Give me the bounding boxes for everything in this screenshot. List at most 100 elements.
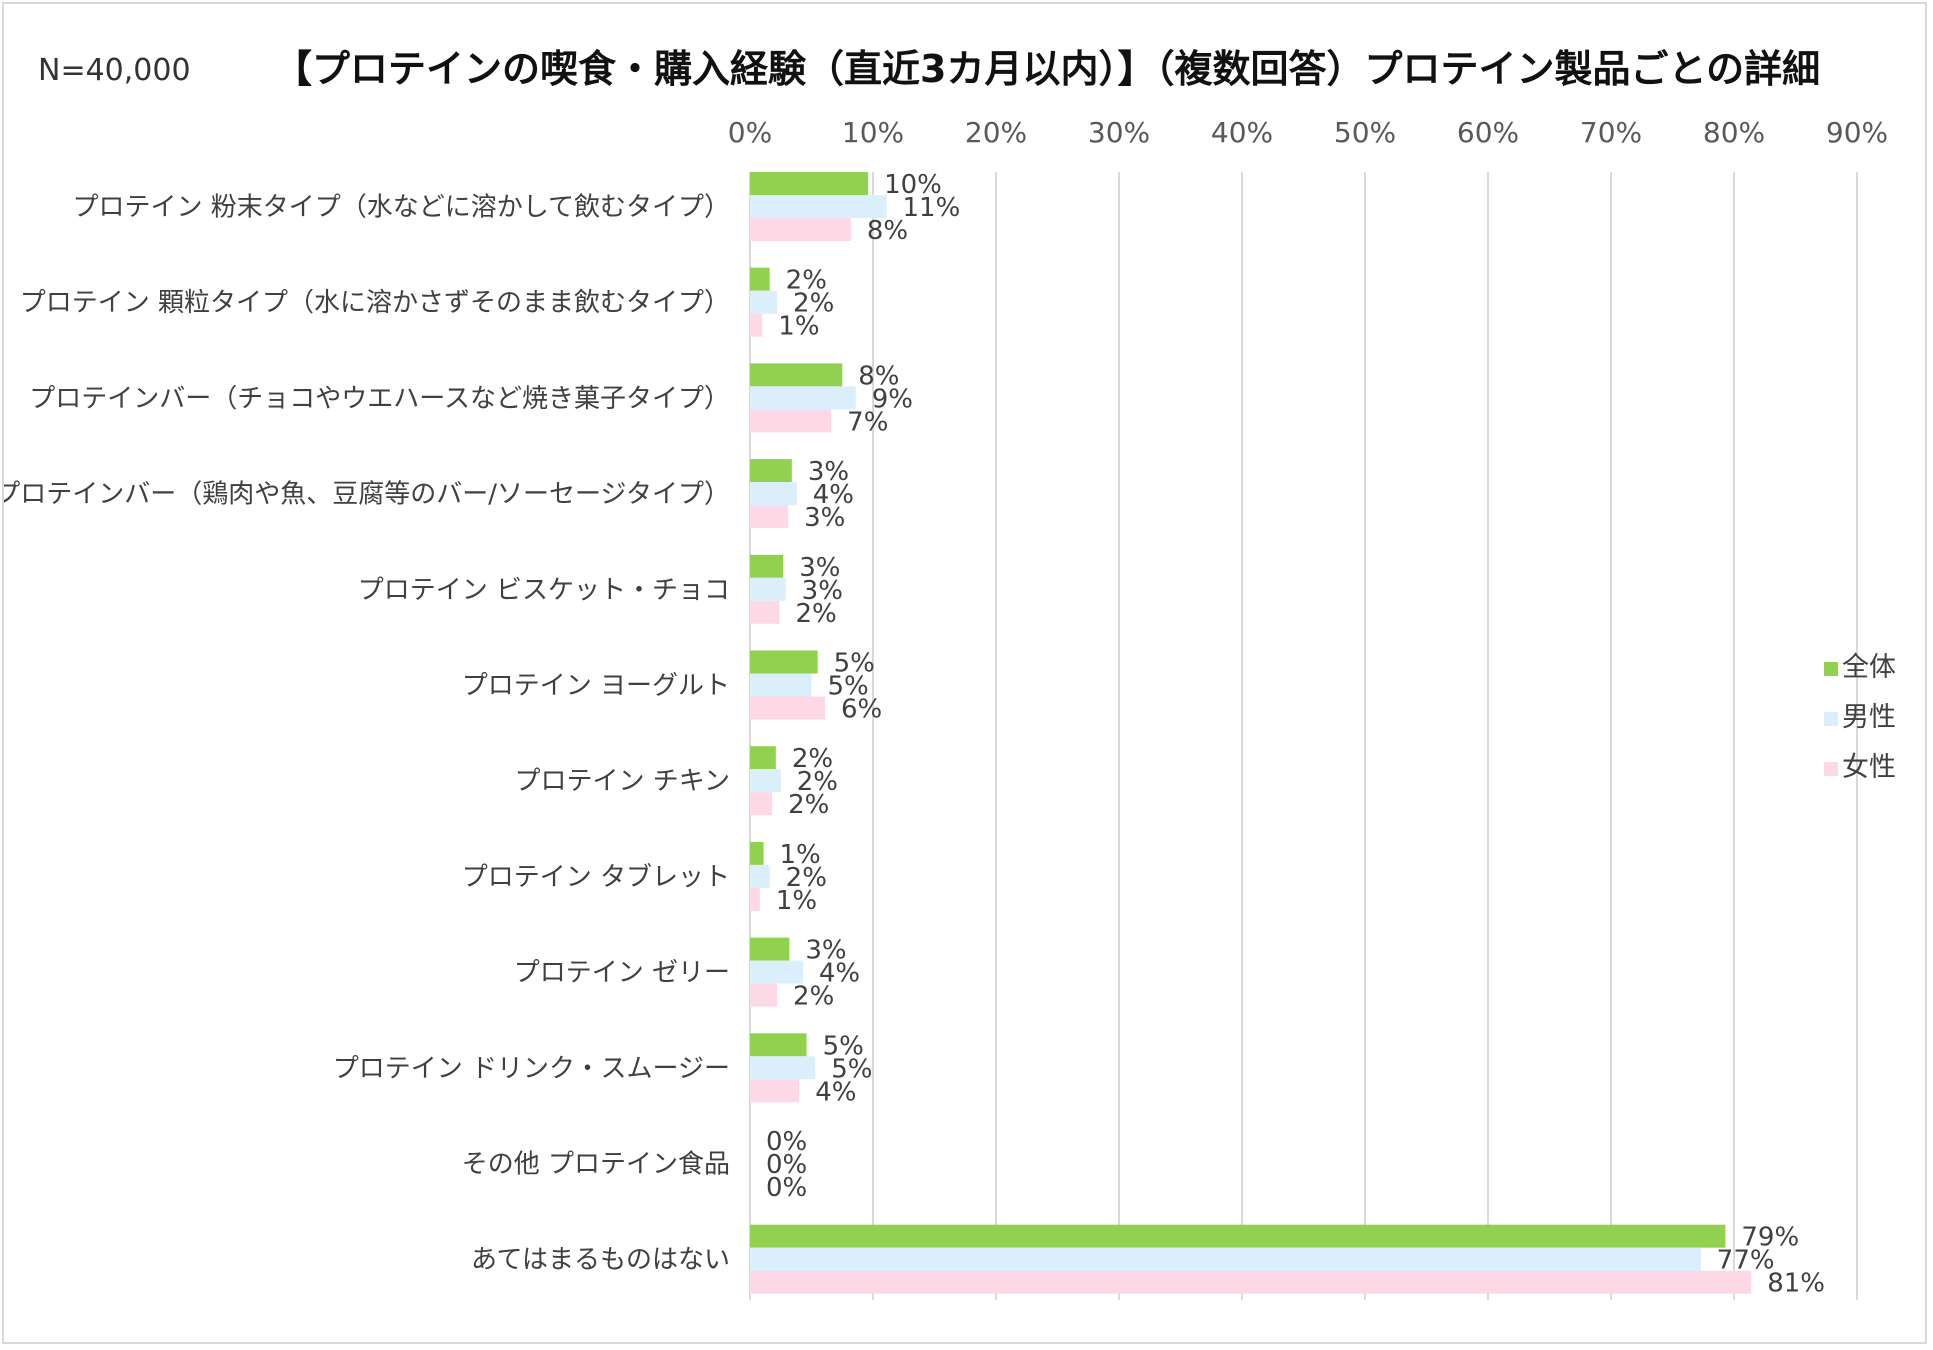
data-label: 1% [776,886,817,916]
bar-女性 [750,505,789,529]
x-tick-label: 20% [965,116,1027,149]
data-label: 79% [1741,1223,1799,1253]
data-label: 3% [804,503,845,533]
bar-全体 [750,554,784,578]
bar-男性 [750,1056,816,1080]
x-tick-label: 50% [1334,116,1396,149]
category-label: プロテインバー（チョコやウエハースなど焼き菓子タイプ） [29,384,730,414]
bar-男性 [750,577,786,601]
data-label: 10% [884,170,942,200]
x-tick-label: 30% [1088,116,1150,149]
chart-svg: N=40,000 【プロテインの喫食・購入経験（直近3カ月以内）】（複数回答）プ… [4,47,1896,1300]
category-label: その他 プロテイン食品 [462,1150,730,1180]
bar-全体 [750,650,818,674]
x-tick-label: 70% [1580,116,1642,149]
data-label: 3% [802,576,843,606]
legend-label: 全体 [1842,652,1896,683]
data-label: 5% [834,649,875,679]
bar-全体 [750,363,843,387]
category-label: プロテイン チキン [515,767,731,797]
data-label: 8% [858,361,899,391]
data-label: 0% [766,1127,807,1157]
data-label: 4% [815,1077,856,1107]
data-label: 2% [792,744,833,774]
bar-女性 [750,792,773,816]
bar-女性 [750,1270,1752,1294]
bars [750,172,1752,1294]
data-label: 2% [793,289,834,319]
x-axis-ticks: 0% 10% 20% 30% 40% 50% 60% 70% 80% 90% [728,116,1888,149]
data-label: 1% [780,840,821,870]
bar-男性 [750,1247,1701,1271]
bar-女性 [750,1079,800,1103]
chart-title: 【プロテインの喫食・購入経験（直近3カ月以内）】（複数回答）プロテイン製品ごとの… [274,47,1820,91]
bar-男性 [750,769,781,793]
data-label: 77% [1717,1246,1775,1276]
data-label: 5% [831,1054,872,1084]
category-label: プロテイン ヨーグルト [462,671,730,701]
bar-男性 [750,195,887,218]
bar-男性 [750,960,803,984]
x-tick-label: 80% [1703,116,1765,149]
bar-全体 [750,1224,1726,1248]
data-label: 3% [799,553,840,583]
bar-女性 [750,218,851,241]
bar-全体 [750,1033,807,1057]
legend-swatch [1824,712,1838,726]
bar-全体 [750,267,770,291]
data-label: 2% [796,599,837,629]
grid-layer [749,172,1858,1300]
bar-男性 [750,673,812,697]
bar-全体 [750,172,869,195]
x-tick-label: 90% [1826,116,1888,149]
data-label: 6% [841,695,882,725]
x-tick-label: 0% [728,116,772,149]
bar-男性 [750,482,797,506]
data-label: 2% [793,982,834,1012]
bar-全体 [750,841,764,865]
bar-全体 [750,937,790,961]
data-label: 5% [828,672,869,702]
category-label: プロテインバー（鶏肉や魚、豆腐等のバー/ソーセージタイプ） [4,480,730,510]
category-label: プロテイン タブレット [462,862,730,892]
bar-女性 [750,409,832,433]
bar-女性 [750,313,763,337]
bar-全体 [750,459,792,483]
category-label: あてはまるものはない [471,1245,730,1275]
bar-男性 [750,290,778,314]
bar-女性 [750,696,826,720]
bar-男性 [750,386,856,410]
category-label: プロテイン ビスケット・チョコ [358,575,730,605]
legend-label: 男性 [1842,702,1896,733]
data-label: 2% [786,266,827,296]
legend-label: 女性 [1842,752,1896,783]
category-label: プロテイン ゼリー [514,958,730,988]
bar-全体 [750,746,776,770]
bar-女性 [750,887,760,911]
legend-swatch [1824,762,1838,776]
data-label: 0% [766,1150,807,1180]
data-label: 3% [805,936,846,966]
bar-女性 [750,600,780,624]
data-label: 5% [823,1031,864,1061]
data-label: 2% [788,790,829,820]
data-label: 2% [786,863,827,893]
category-label: プロテイン ドリンク・スムージー [333,1054,730,1084]
category-labels: プロテイン 粉末タイプ（水などに溶かして飲むタイプ） プロテイン 顆粒タイプ（水に… [4,193,730,1276]
bar-女性 [750,983,778,1007]
category-label: プロテイン 粉末タイプ（水などに溶かして飲むタイプ） [73,193,731,223]
x-tick-label: 10% [842,116,904,149]
data-label: 2% [797,767,838,797]
data-label: 4% [819,959,860,989]
data-label: 9% [872,384,913,414]
bar-男性 [750,864,770,888]
data-label: 3% [808,457,849,487]
sample-size: N=40,000 [38,53,191,88]
data-label: 81% [1767,1269,1825,1299]
data-label: 4% [813,480,854,510]
category-label: プロテイン 顆粒タイプ（水に溶かさずそのまま飲むタイプ） [20,288,730,318]
data-labels: 10%11%8%2%2%1%8%9%7%3%4%3%3%3%2%5%5%6%2%… [766,170,1825,1299]
data-label: 8% [867,216,908,246]
